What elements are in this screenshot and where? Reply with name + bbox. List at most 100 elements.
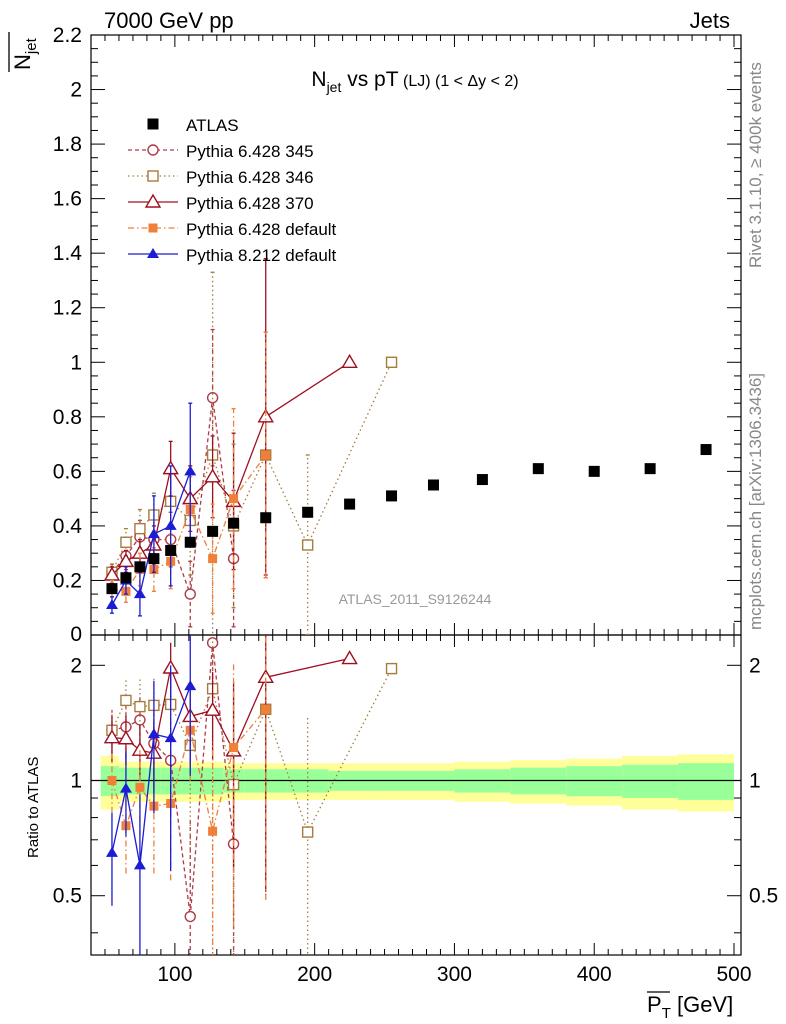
ratio-inner-band bbox=[678, 763, 735, 800]
atlas-data-point bbox=[106, 583, 118, 595]
mcplots-credit-label: mcplots.cern.ch [arXiv:1306.3436] bbox=[746, 372, 765, 630]
x-tick-label: 500 bbox=[716, 963, 751, 986]
series-3-ratio-point bbox=[135, 782, 145, 792]
series-2-point bbox=[257, 408, 274, 423]
ratio-tick-label-right: 2 bbox=[749, 654, 761, 677]
atlas-data-point bbox=[476, 474, 488, 486]
series-4-point bbox=[105, 599, 118, 609]
series-3-ratio-point bbox=[208, 826, 218, 836]
atlas-data-point bbox=[344, 498, 356, 510]
y-tick-label: 2 bbox=[70, 79, 82, 102]
series-4-point bbox=[164, 519, 177, 530]
chart-title: Njet vs pT (LJ) (1 < Δy < 2) bbox=[311, 68, 518, 95]
atlas-data-point bbox=[700, 444, 712, 456]
main-panel-plot bbox=[103, 257, 712, 635]
y-tick-label: 0.4 bbox=[53, 515, 83, 538]
series-4-ratio-point bbox=[105, 846, 118, 857]
ratio-inner-band bbox=[622, 764, 679, 799]
ratio-panel-frame bbox=[90, 634, 742, 956]
series-1-ratio-point bbox=[385, 662, 398, 675]
ratio-tick-label-left: 0.5 bbox=[53, 885, 82, 908]
x-tick-label: 300 bbox=[437, 963, 472, 986]
y-tick-label: 2.2 bbox=[53, 24, 82, 47]
atlas-data-point bbox=[184, 536, 196, 548]
legend-series-4-marker bbox=[147, 248, 159, 258]
series-2-line bbox=[111, 361, 350, 576]
x-tick-label: 200 bbox=[297, 963, 332, 986]
series-3-point bbox=[208, 554, 218, 564]
atlas-data-point bbox=[120, 572, 132, 584]
legend-atlas-marker bbox=[147, 118, 159, 130]
y-tick-label: 1.8 bbox=[53, 133, 82, 156]
series-4-ratio-point bbox=[133, 859, 146, 870]
atlas-data-point bbox=[532, 463, 544, 475]
ratio-tick-label-left: 2 bbox=[70, 654, 82, 677]
ratio-tick-label-right: 0.5 bbox=[749, 885, 778, 908]
ratio-panel-plot bbox=[103, 635, 398, 955]
series-0-point bbox=[184, 588, 196, 600]
series-1-ratio-point bbox=[120, 694, 132, 707]
series-3-ratio-point bbox=[107, 776, 117, 786]
y-tick-label: 0.6 bbox=[53, 460, 82, 483]
legend-atlas-label: ATLAS bbox=[186, 116, 239, 135]
y-tick-label: 0.2 bbox=[53, 569, 82, 592]
series-4-point bbox=[184, 465, 197, 476]
x-tick-label: 100 bbox=[157, 963, 192, 986]
series-4-point bbox=[133, 588, 146, 599]
y-tick-label: 0 bbox=[70, 623, 82, 646]
series-4-line bbox=[111, 471, 191, 606]
x-axis-label: PT [GeV] bbox=[647, 991, 733, 1022]
rivet-version-label: Rivet 3.1.10, ≥ 400k events bbox=[746, 62, 765, 268]
ratio-y-axis-label: Ratio to ATLAS bbox=[25, 757, 42, 858]
analysis-watermark: ATLAS_2011_S9126244 bbox=[339, 591, 492, 607]
series-2-point bbox=[341, 353, 358, 368]
ratio-tick-label-left: 1 bbox=[70, 770, 82, 793]
series-2-point bbox=[204, 468, 221, 483]
y-tick-label: 0.8 bbox=[53, 406, 82, 429]
x-tick-label: 400 bbox=[577, 963, 612, 986]
y-tick-label: 1.4 bbox=[53, 242, 83, 265]
atlas-data-point bbox=[302, 506, 314, 518]
svg-text:PT [GeV]: PT [GeV] bbox=[647, 992, 733, 1022]
atlas-data-point bbox=[644, 463, 656, 475]
atlas-data-point bbox=[588, 465, 600, 477]
y-tick-label: 1.6 bbox=[53, 188, 82, 211]
legend-series-1-label: Pythia 6.428 346 bbox=[186, 168, 314, 187]
y-tick-label: 1.2 bbox=[53, 297, 82, 320]
legend-series-1-marker bbox=[147, 170, 159, 182]
series-1-point bbox=[120, 536, 132, 548]
legend-series-4-label: Pythia 8.212 default bbox=[186, 246, 337, 265]
ratio-inner-band bbox=[566, 766, 623, 797]
series-4-point bbox=[147, 528, 160, 539]
legend-series-0-marker bbox=[147, 144, 159, 156]
series-4-ratio-point bbox=[184, 680, 197, 691]
svg-text:Njet: Njet bbox=[10, 37, 40, 70]
atlas-data-point bbox=[260, 512, 272, 524]
ratio-tick-label-right: 1 bbox=[749, 770, 761, 793]
series-2-ratio-point bbox=[103, 729, 121, 744]
series-4-ratio-point bbox=[119, 782, 132, 793]
series-2-ratio-point bbox=[341, 650, 358, 665]
atlas-data-point bbox=[386, 490, 398, 502]
atlas-data-point bbox=[228, 517, 240, 529]
series-3-point bbox=[229, 494, 239, 504]
series-1-point bbox=[301, 539, 314, 551]
atlas-data-point bbox=[207, 525, 219, 537]
atlas-data-point bbox=[427, 479, 439, 491]
series-3-ratio-point bbox=[261, 704, 271, 714]
series-2-ratio-point bbox=[204, 701, 221, 716]
series-0-ratio-point bbox=[184, 910, 196, 923]
series-4-ratio-point bbox=[164, 732, 177, 743]
series-1-ratio-point bbox=[301, 826, 314, 838]
series-4-ratio-point bbox=[147, 728, 160, 739]
header-process-label: Jets bbox=[690, 8, 730, 33]
series-1-ratio-point bbox=[134, 700, 146, 713]
series-2-ratio-point bbox=[131, 741, 149, 756]
series-3-point bbox=[261, 450, 271, 460]
legend-series-0-label: Pythia 6.428 345 bbox=[186, 142, 314, 161]
atlas-data-point bbox=[165, 544, 177, 556]
atlas-data-point bbox=[134, 561, 146, 573]
series-1-point bbox=[385, 356, 398, 368]
legend-series-3-marker bbox=[148, 223, 158, 233]
